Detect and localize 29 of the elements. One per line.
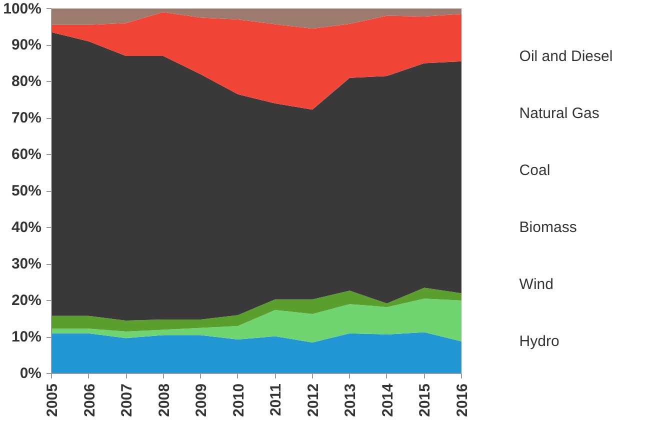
y-tick-label: 10% xyxy=(11,328,42,346)
text: Biomass xyxy=(519,219,577,236)
x-tick-label: 2009 xyxy=(193,383,210,417)
text: Hydro xyxy=(519,333,560,350)
y-tick-label: 60% xyxy=(11,146,42,163)
text: Natural Gas xyxy=(519,105,600,122)
y-tick-label: 80% xyxy=(11,73,42,90)
y-tick-label: 30% xyxy=(11,256,42,272)
y-tick-label: 90% xyxy=(11,36,42,54)
y-tick-label: 50% xyxy=(11,182,42,200)
y-tick-label: 20% xyxy=(11,292,42,309)
y-tick-label: 100% xyxy=(3,0,42,18)
x-tick-label: 2010 xyxy=(230,383,248,417)
y-tick-label: 0% xyxy=(20,365,42,382)
text: Wind xyxy=(519,276,554,293)
x-tick-label: 2016 xyxy=(454,383,471,417)
x-tick-label: 2012 xyxy=(304,383,322,417)
x-tick-label: 2006 xyxy=(81,383,98,417)
x-tick-label: 2014 xyxy=(379,382,396,417)
x-tick-label: 2007 xyxy=(118,383,136,417)
x-tick-label: 2011 xyxy=(268,383,285,416)
x-tick-label: 2005 xyxy=(44,383,61,417)
x-tick-label: 2015 xyxy=(416,383,434,417)
x-tick-label: 2013 xyxy=(342,383,360,417)
x-tick-label: 2008 xyxy=(156,383,173,417)
text: Oil and Diesel xyxy=(519,48,613,65)
y-tick-label: 40% xyxy=(11,219,42,236)
y-tick-label: 70% xyxy=(11,110,42,126)
text: Coal xyxy=(519,162,550,179)
